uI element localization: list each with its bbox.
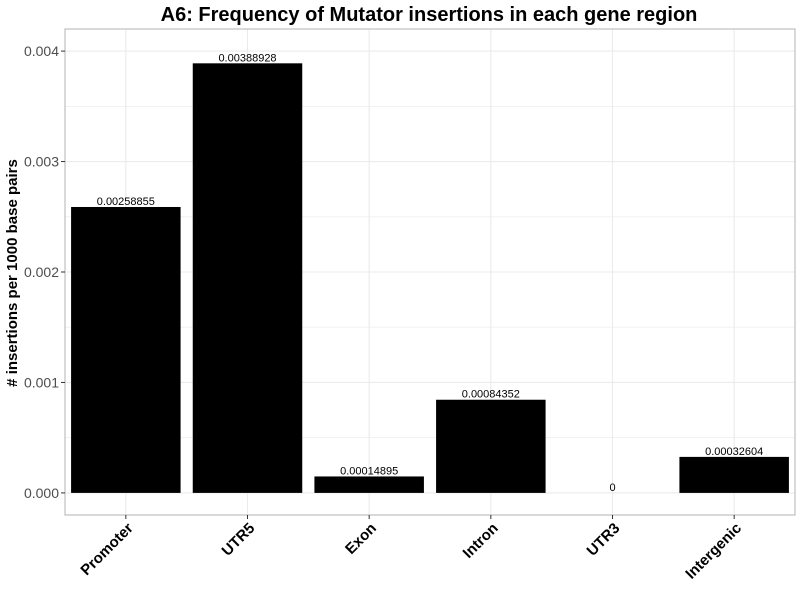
y-tick-label: 0.002	[24, 264, 59, 280]
y-tick-label: 0.003	[24, 154, 59, 170]
x-tick-label-promoter: Promoter	[77, 520, 136, 579]
bar-intron	[436, 399, 546, 493]
x-tick-label-intron: Intron	[460, 520, 502, 562]
data-label-intron: 0.00084352	[462, 389, 520, 401]
bars	[71, 63, 789, 493]
x-tick-label-utr5: UTR5	[219, 520, 259, 560]
chart-title: A6: Frequency of Mutator insertions in e…	[161, 4, 698, 26]
y-axis-ticks: 0.000 0.001 0.002 0.003 0.004	[24, 43, 65, 501]
data-label-exon: 0.00014895	[340, 465, 398, 477]
data-label-utr3: 0	[609, 482, 615, 494]
x-tick-label-utr3: UTR3	[584, 520, 624, 560]
y-tick-label: 0.000	[24, 485, 59, 501]
data-label-promoter: 0.00258855	[97, 196, 155, 208]
x-tick-label-intergenic: Intergenic	[682, 520, 745, 583]
bar-utr5	[192, 63, 303, 493]
y-tick-label: 0.001	[24, 374, 59, 390]
bar-promoter	[71, 206, 181, 493]
data-label-utr5: 0.00388928	[218, 52, 276, 64]
y-axis-label: # insertions per 1000 base pairs	[4, 159, 21, 387]
bar-exon	[314, 476, 424, 493]
y-tick-label: 0.004	[24, 43, 59, 59]
x-tick-label-exon: Exon	[342, 520, 380, 558]
data-labels: 0.00258855 0.00388928 0.00014895 0.00084352…	[97, 52, 763, 494]
bar-intergenic	[679, 456, 789, 493]
data-label-intergenic: 0.00032604	[705, 446, 763, 458]
x-axis-ticks: Promoter UTR5 Exon Intron UTR3 Intergenic	[77, 515, 745, 583]
